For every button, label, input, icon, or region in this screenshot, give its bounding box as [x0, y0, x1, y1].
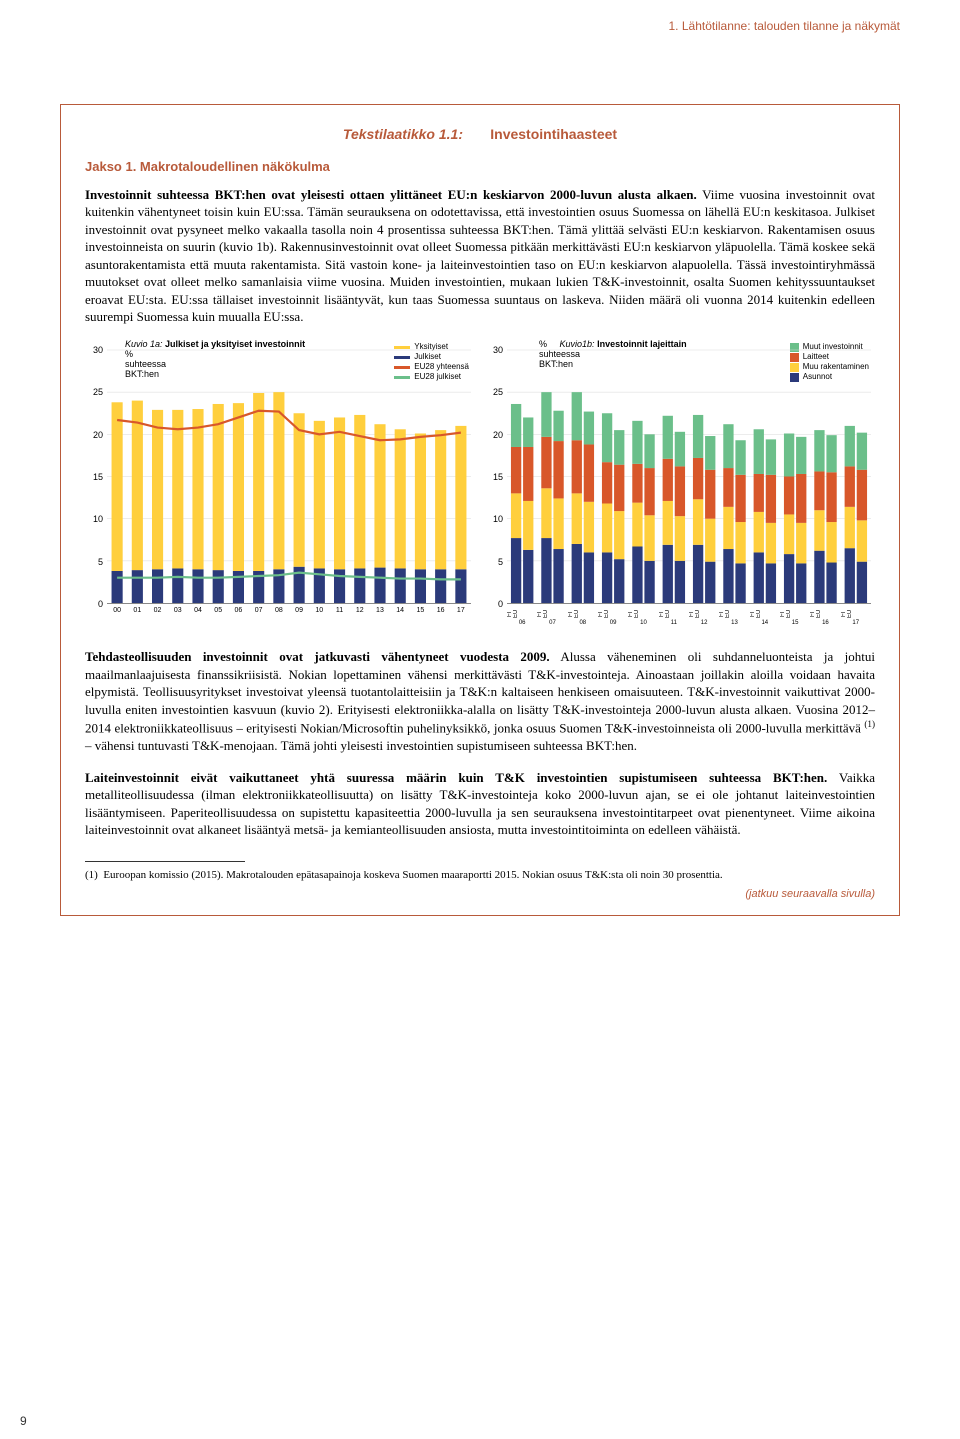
charts-row: Kuvio 1a: Julkiset ja yksityiset investo…	[85, 340, 875, 630]
box-title: Investointihaasteet	[490, 126, 617, 142]
box-title-prefix: Tekstilaatikko 1.1:	[343, 126, 463, 142]
box-paragraph: Investoinnit suhteessa BKT:hen ovat ylei…	[85, 186, 875, 326]
page-number: 9	[20, 1413, 27, 1429]
continue-label: (jatkuu seuraavalla sivulla)	[85, 887, 875, 902]
chart-1b: % Kuvio1b: Investoinnit lajeittain suhte…	[485, 340, 875, 630]
chart-1a: Kuvio 1a: Julkiset ja yksityiset investo…	[85, 340, 475, 630]
chart-1a-plot	[107, 350, 471, 604]
footnote: (1) Euroopan komissio (2015). Makrotalou…	[85, 868, 875, 883]
para-after-2: Laiteinvestoinnit eivät vaikuttaneet yht…	[85, 769, 875, 839]
footnote-rule	[85, 861, 245, 862]
chart-1b-plot	[507, 350, 871, 604]
text-box: Tekstilaatikko 1.1: Investointihaasteet …	[60, 104, 900, 916]
section-label: Jakso 1. Makrotaloudellinen näkökulma	[85, 158, 875, 176]
page-header: 1. Lähtötilanne: talouden tilanne ja näk…	[60, 18, 900, 34]
para-after-1: Tehdasteollisuuden investoinnit ovat jat…	[85, 648, 875, 755]
